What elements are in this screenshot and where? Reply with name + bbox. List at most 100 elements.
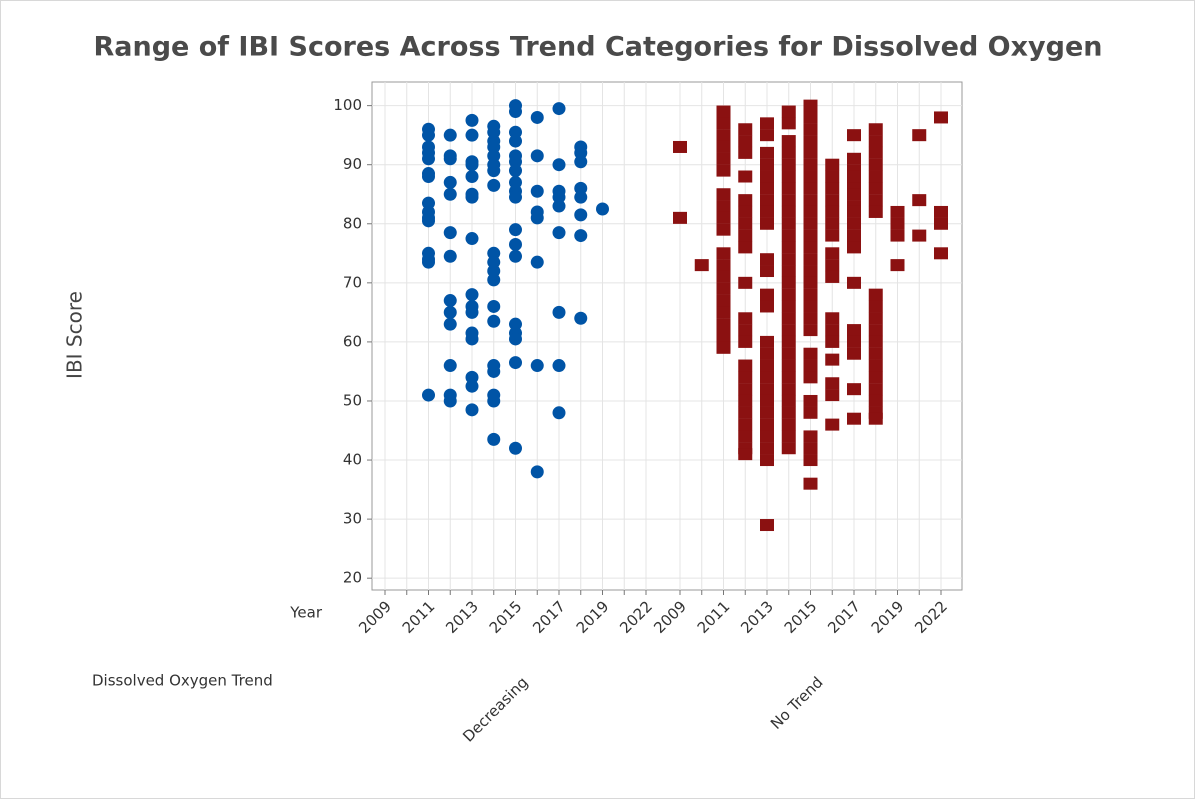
- data-point: [803, 406, 818, 419]
- data-point: [825, 158, 840, 171]
- data-point: [443, 359, 457, 373]
- data-point: [825, 312, 840, 325]
- data-point: [443, 128, 457, 142]
- data-point: [443, 294, 457, 308]
- data-point: [443, 249, 457, 263]
- data-point: [781, 105, 796, 118]
- data-point: [716, 318, 731, 331]
- data-point: [716, 164, 731, 177]
- data-point: [422, 255, 435, 269]
- data-point: [716, 247, 731, 260]
- data-point: [738, 312, 753, 325]
- data-point: [738, 394, 753, 407]
- data-point: [803, 324, 818, 337]
- data-point: [781, 135, 796, 148]
- data-point: [760, 205, 774, 218]
- y-tick-label: 50: [343, 391, 362, 409]
- data-point: [781, 335, 796, 348]
- data-point: [530, 184, 544, 198]
- data-point: [509, 164, 522, 178]
- data-point: [716, 211, 731, 224]
- data-point: [868, 300, 883, 313]
- y-tick-label: 80: [343, 214, 362, 232]
- data-point: [552, 305, 566, 319]
- y-tick-label: 100: [333, 96, 362, 114]
- data-point: [890, 229, 905, 242]
- data-point: [760, 217, 774, 230]
- data-point: [760, 117, 774, 130]
- data-point: [803, 312, 818, 325]
- data-point: [509, 190, 522, 204]
- data-point: [760, 406, 774, 419]
- data-point: [596, 202, 609, 216]
- data-point: [868, 135, 883, 148]
- data-point: [487, 178, 501, 192]
- data-point: [803, 430, 818, 443]
- data-point: [487, 314, 501, 328]
- data-point: [934, 247, 948, 260]
- data-point: [716, 117, 731, 130]
- data-point: [868, 371, 883, 384]
- data-point: [781, 371, 796, 384]
- data-point: [487, 364, 501, 378]
- data-point: [422, 170, 435, 184]
- data-point: [781, 288, 796, 301]
- data-point: [716, 341, 731, 354]
- data-point: [825, 389, 840, 402]
- data-point: [716, 105, 731, 118]
- data-point: [443, 152, 457, 166]
- data-point: [760, 394, 774, 407]
- data-point: [509, 356, 522, 370]
- data-point: [847, 129, 861, 142]
- data-point: [868, 158, 883, 171]
- data-point: [847, 152, 861, 165]
- data-point: [803, 359, 818, 372]
- data-point: [781, 347, 796, 360]
- data-point: [781, 406, 796, 419]
- data-point: [574, 229, 588, 243]
- data-point: [803, 371, 818, 384]
- data-point: [781, 217, 796, 230]
- data-point: [781, 383, 796, 396]
- data-point: [443, 187, 457, 201]
- data-point: [465, 379, 479, 393]
- data-point: [868, 335, 883, 348]
- data-point: [847, 217, 861, 230]
- data-point: [487, 164, 501, 178]
- data-point: [803, 194, 818, 207]
- data-point: [803, 229, 818, 242]
- data-point: [825, 259, 840, 272]
- data-point: [465, 158, 479, 172]
- data-point: [803, 123, 818, 136]
- data-point: [781, 229, 796, 242]
- data-point: [825, 182, 840, 195]
- data-point: [781, 276, 796, 289]
- data-point: [890, 259, 905, 272]
- data-point: [825, 205, 840, 218]
- data-point: [760, 194, 774, 207]
- y-tick-label: 30: [343, 510, 362, 528]
- data-point: [509, 105, 522, 119]
- data-point: [465, 190, 479, 204]
- data-point: [552, 359, 566, 373]
- data-point: [781, 170, 796, 183]
- data-point: [738, 324, 753, 337]
- data-point: [760, 442, 774, 455]
- data-point: [738, 194, 753, 207]
- data-point: [825, 217, 840, 230]
- data-point: [716, 282, 731, 295]
- data-point: [422, 152, 435, 166]
- data-point: [825, 324, 840, 337]
- data-point: [890, 217, 905, 230]
- data-point: [803, 442, 818, 455]
- data-point: [803, 182, 818, 195]
- data-point: [738, 241, 753, 254]
- data-point: [781, 182, 796, 195]
- data-point: [847, 170, 861, 183]
- data-point: [803, 111, 818, 124]
- data-point: [487, 432, 501, 446]
- y-tick-label: 90: [343, 155, 362, 173]
- data-point: [781, 146, 796, 159]
- data-point: [781, 442, 796, 455]
- data-point: [716, 306, 731, 319]
